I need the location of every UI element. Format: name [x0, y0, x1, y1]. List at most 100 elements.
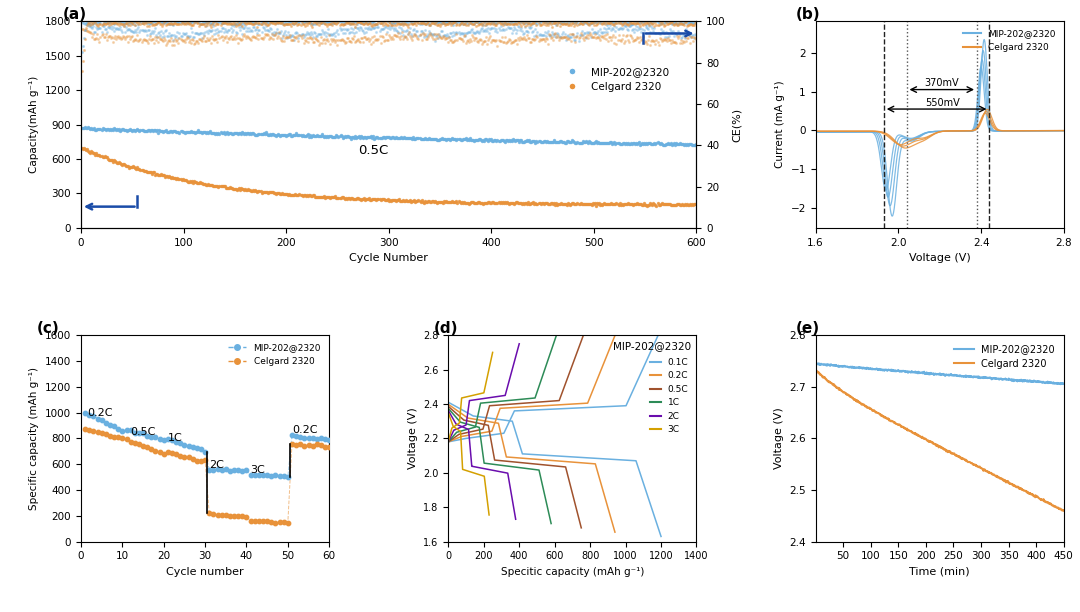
Point	[573, 34, 591, 43]
Point	[130, 125, 147, 135]
Point	[561, 34, 578, 44]
Point	[685, 30, 702, 40]
Point	[495, 19, 512, 29]
Point	[253, 188, 270, 198]
Point	[226, 511, 243, 521]
Point	[347, 16, 364, 26]
Point	[602, 199, 619, 209]
Point	[494, 24, 511, 34]
Point	[159, 38, 176, 48]
Point	[87, 22, 105, 32]
Point	[507, 24, 524, 34]
Point	[109, 159, 126, 168]
Point	[478, 18, 496, 28]
Point	[361, 22, 378, 32]
Point	[548, 32, 565, 42]
Point	[163, 34, 180, 43]
Point	[577, 34, 594, 43]
Point	[295, 190, 312, 200]
Point	[501, 19, 518, 29]
Point	[419, 17, 436, 26]
Point	[137, 35, 154, 45]
Point	[467, 198, 484, 207]
Point	[202, 20, 219, 29]
Point	[222, 128, 240, 138]
Point	[244, 18, 261, 28]
Point	[114, 124, 132, 134]
Point	[218, 37, 235, 47]
Point	[381, 32, 399, 42]
Point	[401, 28, 418, 37]
Point	[227, 184, 244, 194]
Point	[300, 440, 318, 450]
Point	[415, 18, 432, 28]
Point	[98, 152, 116, 162]
Point	[318, 192, 335, 201]
Point	[245, 128, 262, 138]
Point	[534, 15, 551, 24]
Point	[688, 18, 705, 28]
Point	[203, 180, 220, 190]
Point	[185, 17, 202, 27]
Point	[487, 20, 504, 30]
Point	[431, 134, 448, 144]
Point	[116, 21, 133, 31]
Text: 2C: 2C	[210, 460, 225, 470]
Point	[354, 20, 372, 29]
Point	[429, 198, 446, 207]
Point	[580, 20, 597, 29]
Point	[197, 28, 214, 37]
Point	[325, 192, 342, 202]
Point	[78, 26, 95, 35]
Point	[364, 32, 381, 42]
Point	[131, 17, 148, 27]
Point	[151, 171, 168, 181]
Point	[174, 28, 191, 38]
Point	[584, 17, 602, 27]
Point	[536, 136, 553, 146]
Point	[350, 194, 367, 204]
Point	[132, 34, 149, 43]
Point	[654, 19, 672, 29]
Point	[469, 26, 486, 36]
Point	[463, 31, 481, 40]
Point	[615, 138, 632, 148]
Point	[364, 21, 381, 31]
Point	[229, 185, 246, 195]
Point	[665, 138, 683, 148]
Point	[372, 39, 389, 48]
Point	[474, 26, 491, 35]
Point	[300, 190, 318, 200]
Point	[165, 40, 183, 50]
Point	[616, 16, 633, 26]
Point	[444, 37, 461, 47]
Text: (b): (b)	[796, 7, 821, 23]
Point	[390, 18, 407, 28]
Point	[163, 173, 180, 182]
Point	[433, 18, 450, 28]
Point	[372, 133, 389, 143]
Point	[179, 127, 197, 137]
Point	[543, 32, 561, 42]
Point	[671, 199, 688, 209]
Point	[530, 17, 548, 27]
Point	[173, 17, 190, 26]
Point	[355, 32, 373, 42]
Point	[252, 18, 269, 28]
Point	[650, 138, 667, 148]
Point	[293, 29, 310, 39]
Point	[488, 18, 505, 28]
Point	[296, 131, 313, 141]
Point	[150, 170, 167, 180]
Point	[609, 17, 626, 26]
Point	[269, 188, 286, 198]
Point	[151, 15, 168, 25]
Point	[95, 152, 112, 162]
Point	[240, 18, 257, 28]
Point	[477, 20, 495, 30]
Point	[313, 18, 330, 28]
Point	[129, 24, 146, 34]
Point	[602, 18, 619, 28]
Point	[653, 198, 671, 208]
Point	[445, 20, 462, 30]
